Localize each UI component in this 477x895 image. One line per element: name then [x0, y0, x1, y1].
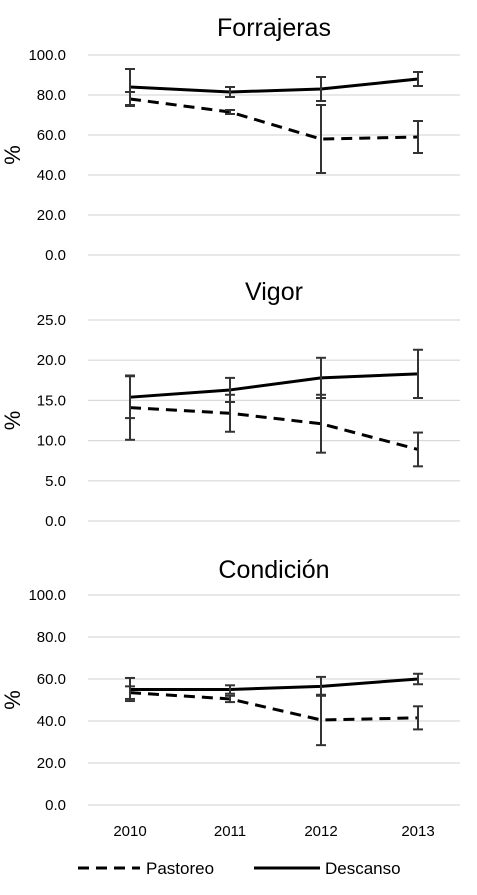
panel-1-y-axis-label: %: [0, 145, 25, 165]
panel-1-y-tick-label: 0.0: [45, 247, 66, 264]
panel-2-pastoreo-line: [129, 406, 419, 451]
panel-1-title: Forrajeras: [217, 14, 331, 42]
panel-2-y-tick-label: 5.0: [45, 473, 66, 490]
panel-2-title: Vigor: [245, 278, 303, 306]
panel-3-descanso-line: [130, 677, 419, 691]
panel-1-y-tick-label: 100.0: [28, 47, 66, 64]
panel-1-pastoreo-line: [129, 97, 419, 141]
panel-3-title: Condición: [218, 556, 329, 584]
panel-2-y-tick-label: 0.0: [45, 513, 66, 530]
panel-2-descanso-line: [129, 372, 419, 399]
panel-2-y-axis-label: %: [0, 411, 25, 431]
panel-1-y-tick-label: 40.0: [37, 167, 66, 184]
panel-3-y-tick-label: 0.0: [45, 797, 66, 814]
x-tick-label: 2011: [214, 823, 246, 840]
panel-2-y-tick-label: 25.0: [37, 312, 66, 329]
legend-descanso-label: Descanso: [325, 859, 401, 878]
panel-2-y-tick-label: 15.0: [37, 392, 66, 409]
panel-3-y-tick-label: 40.0: [37, 713, 66, 730]
panel-3-y-axis-label: %: [0, 690, 25, 710]
x-tick-label: 2010: [113, 823, 146, 840]
panel-3-y-tick-label: 80.0: [37, 629, 66, 646]
x-tick-label: 2013: [401, 823, 434, 840]
panel-1-y-tick-label: 60.0: [37, 127, 66, 144]
panel-1-y-tick-label: 80.0: [37, 87, 66, 104]
panel-3-y-tick-label: 20.0: [37, 755, 66, 772]
panel-1-descanso-line: [129, 77, 419, 94]
panel-3-y-tick-label: 100.0: [28, 587, 66, 604]
panel-3-pastoreo-line: [129, 691, 419, 722]
panel-2-y-tick-label: 10.0: [37, 433, 66, 450]
x-tick-label: 2012: [304, 823, 337, 840]
panel-2-y-tick-label: 20.0: [37, 352, 66, 369]
panel-1-y-tick-label: 20.0: [37, 207, 66, 224]
legend-pastoreo-label: Pastoreo: [146, 859, 214, 878]
panel-3-y-tick-label: 60.0: [37, 671, 66, 688]
